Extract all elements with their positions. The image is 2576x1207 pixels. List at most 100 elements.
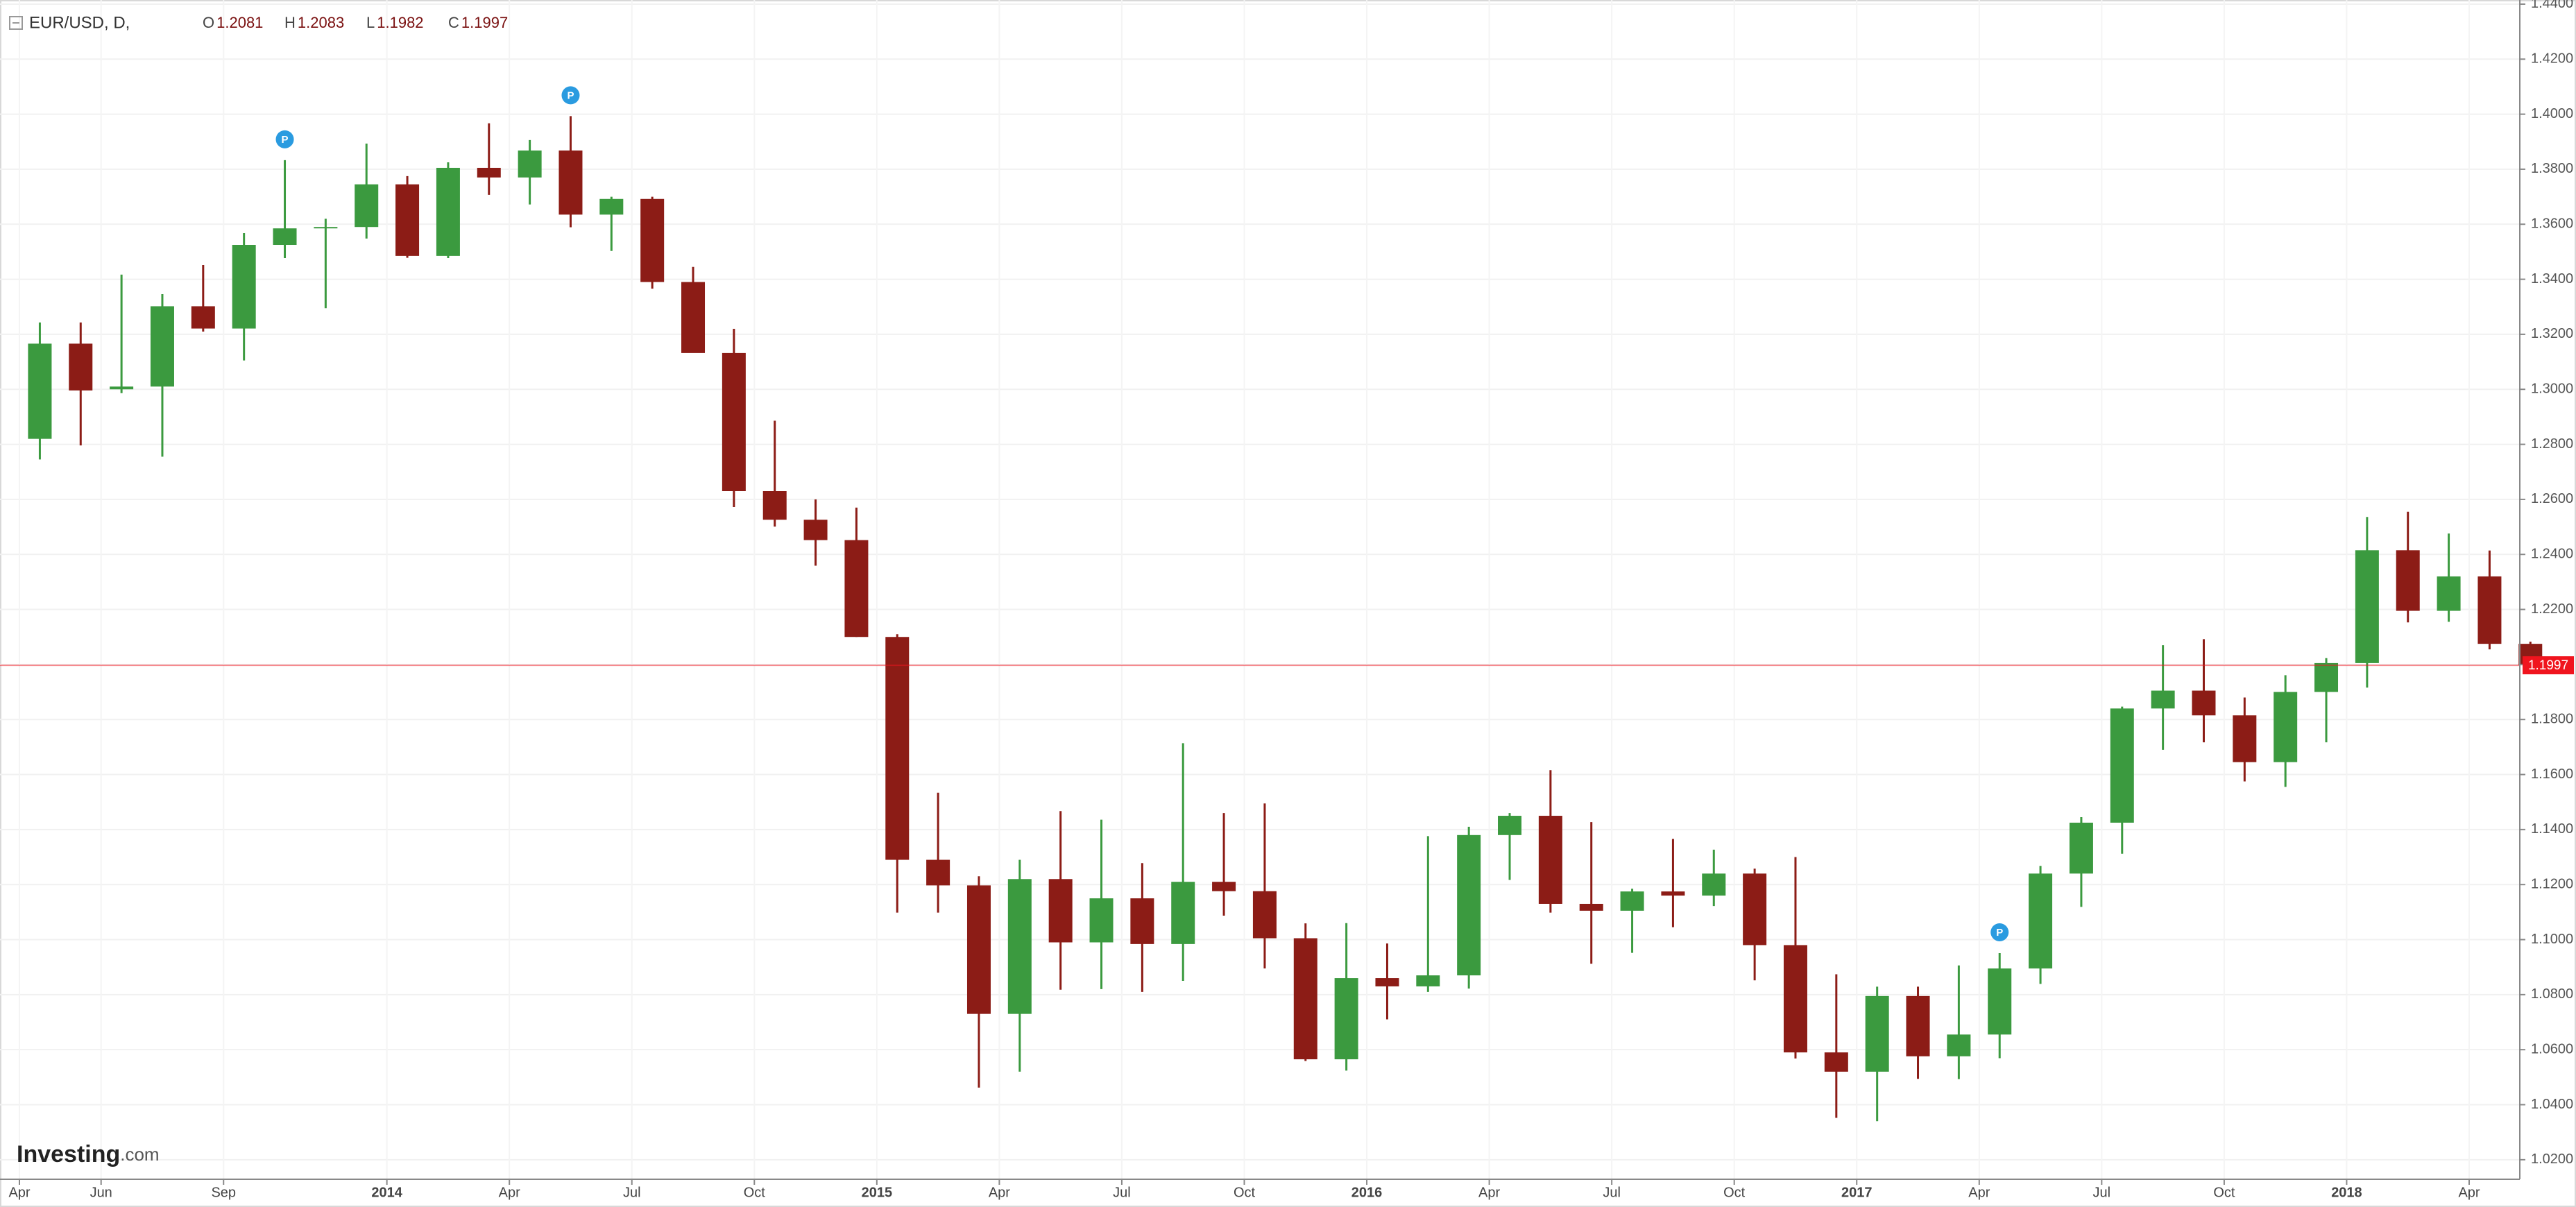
marker-label: P	[1996, 927, 2003, 939]
candle-body	[314, 227, 338, 229]
candle-body	[1007, 879, 1032, 1014]
y-tick-label: 1.1200	[2531, 876, 2573, 891]
candle-body	[681, 282, 706, 353]
candle-body	[1947, 1034, 1971, 1056]
x-tick-label: Sep	[211, 1185, 236, 1200]
x-tick-label: Jul	[1113, 1185, 1131, 1200]
candle-body	[110, 386, 134, 390]
x-tick-label: 2016	[1351, 1185, 1383, 1200]
y-tick-label: 1.2200	[2531, 601, 2573, 617]
candle-body	[1579, 903, 1603, 911]
y-tick-label: 1.3400	[2531, 271, 2573, 286]
x-tick-label: Oct	[1234, 1185, 1256, 1200]
marker-label: P	[567, 89, 574, 101]
candle-body	[1252, 891, 1277, 939]
y-tick-label: 1.3000	[2531, 382, 2573, 397]
x-tick-label: 2017	[1841, 1185, 1873, 1200]
marker	[275, 130, 294, 148]
grid	[0, 0, 2520, 1179]
ohlc-item: L 1.1982	[366, 14, 424, 31]
candle-body	[477, 167, 501, 178]
x-tick-label: Oct	[1723, 1185, 1746, 1200]
candle-body	[558, 150, 583, 215]
candle-body	[1988, 968, 2012, 1035]
candle-body	[1048, 879, 1073, 943]
candle-body	[2069, 822, 2093, 874]
y-tick-label: 1.0600	[2531, 1041, 2573, 1056]
candle-body	[232, 245, 256, 329]
candle-body	[844, 540, 869, 637]
candle-body	[1375, 978, 1399, 986]
x-tick-label: Jul	[623, 1185, 641, 1200]
y-tick-label: 1.0200	[2531, 1152, 2573, 1167]
candle-body	[69, 343, 93, 391]
candle-body	[599, 198, 624, 215]
y-tick-label: 1.2600	[2531, 491, 2573, 506]
y-tick-label: 1.3800	[2531, 161, 2573, 176]
candle-body	[762, 491, 787, 520]
ohlc-key: L	[366, 14, 375, 31]
x-tick-label: Apr	[1968, 1185, 1990, 1200]
last-price-label: 1.1997	[2528, 658, 2568, 673]
x-tick-label: Apr	[8, 1185, 30, 1200]
y-tick-label: 1.2800	[2531, 436, 2573, 452]
ohlc-value: 1.1997	[461, 14, 508, 31]
candle-body	[1620, 891, 1644, 911]
marker	[1990, 923, 2009, 941]
x-tick-label: Apr	[2458, 1185, 2480, 1200]
candle-body	[2151, 690, 2175, 709]
x-tick-label: 2014	[371, 1185, 402, 1200]
collapse-icon[interactable]	[9, 16, 23, 30]
ohlc-value: 1.2083	[298, 14, 344, 31]
candle-body	[1906, 995, 1930, 1056]
x-tick-label: Apr	[989, 1185, 1010, 1200]
candle-body	[1824, 1052, 1848, 1072]
x-tick-label: Apr	[499, 1185, 520, 1200]
ohlc-key: O	[203, 14, 214, 31]
candle-body	[1865, 995, 1889, 1072]
candle-body	[1702, 873, 1726, 896]
logo-suffix: .com	[120, 1144, 159, 1165]
ohlc-value: 1.2081	[216, 14, 263, 31]
ohlc-item: H 1.2083	[284, 14, 344, 31]
logo: Investing.com	[17, 1141, 160, 1167]
x-tick-label: Oct	[744, 1185, 766, 1200]
ohlc-key: H	[284, 14, 296, 31]
y-tick-label: 1.1600	[2531, 767, 2573, 782]
candle-body	[2314, 662, 2339, 692]
candle-body	[966, 885, 991, 1014]
candle-body	[436, 167, 460, 256]
y-tick-label: 1.4000	[2531, 106, 2573, 121]
candle-body	[191, 306, 215, 329]
x-tick-label: 2018	[2331, 1185, 2362, 1200]
candle-body	[355, 184, 379, 228]
candle-body	[1212, 882, 1236, 891]
ohlc-item: C 1.1997	[448, 14, 508, 31]
y-tick-label: 1.0800	[2531, 986, 2573, 1002]
y-tick-label: 1.2400	[2531, 547, 2573, 562]
y-tick-label: 1.0400	[2531, 1097, 2573, 1112]
candle-body	[1089, 898, 1114, 943]
candle-body	[1171, 882, 1195, 944]
candle-body	[1334, 978, 1358, 1060]
candle-body	[722, 352, 746, 492]
candle-body	[1416, 975, 1440, 986]
x-tick-label: Jul	[2093, 1185, 2111, 1200]
y-tick-label: 1.4200	[2531, 51, 2573, 67]
header-ohlc: O 1.2081 H 1.2083 L 1.1982 C 1.1997	[203, 14, 508, 31]
candle-body	[150, 306, 174, 387]
candle-body	[2355, 550, 2379, 663]
candle-body	[518, 150, 542, 178]
ohlc-item: O 1.2081	[203, 14, 263, 31]
logo-brand: Investing	[17, 1141, 120, 1167]
ohlc-key: C	[448, 14, 459, 31]
candle-body	[803, 520, 828, 540]
candle-body	[926, 859, 950, 886]
candle-body	[1457, 834, 1481, 976]
candle-body	[28, 343, 52, 439]
x-tick-label: Jul	[1603, 1185, 1621, 1200]
candle-body	[2029, 873, 2053, 969]
